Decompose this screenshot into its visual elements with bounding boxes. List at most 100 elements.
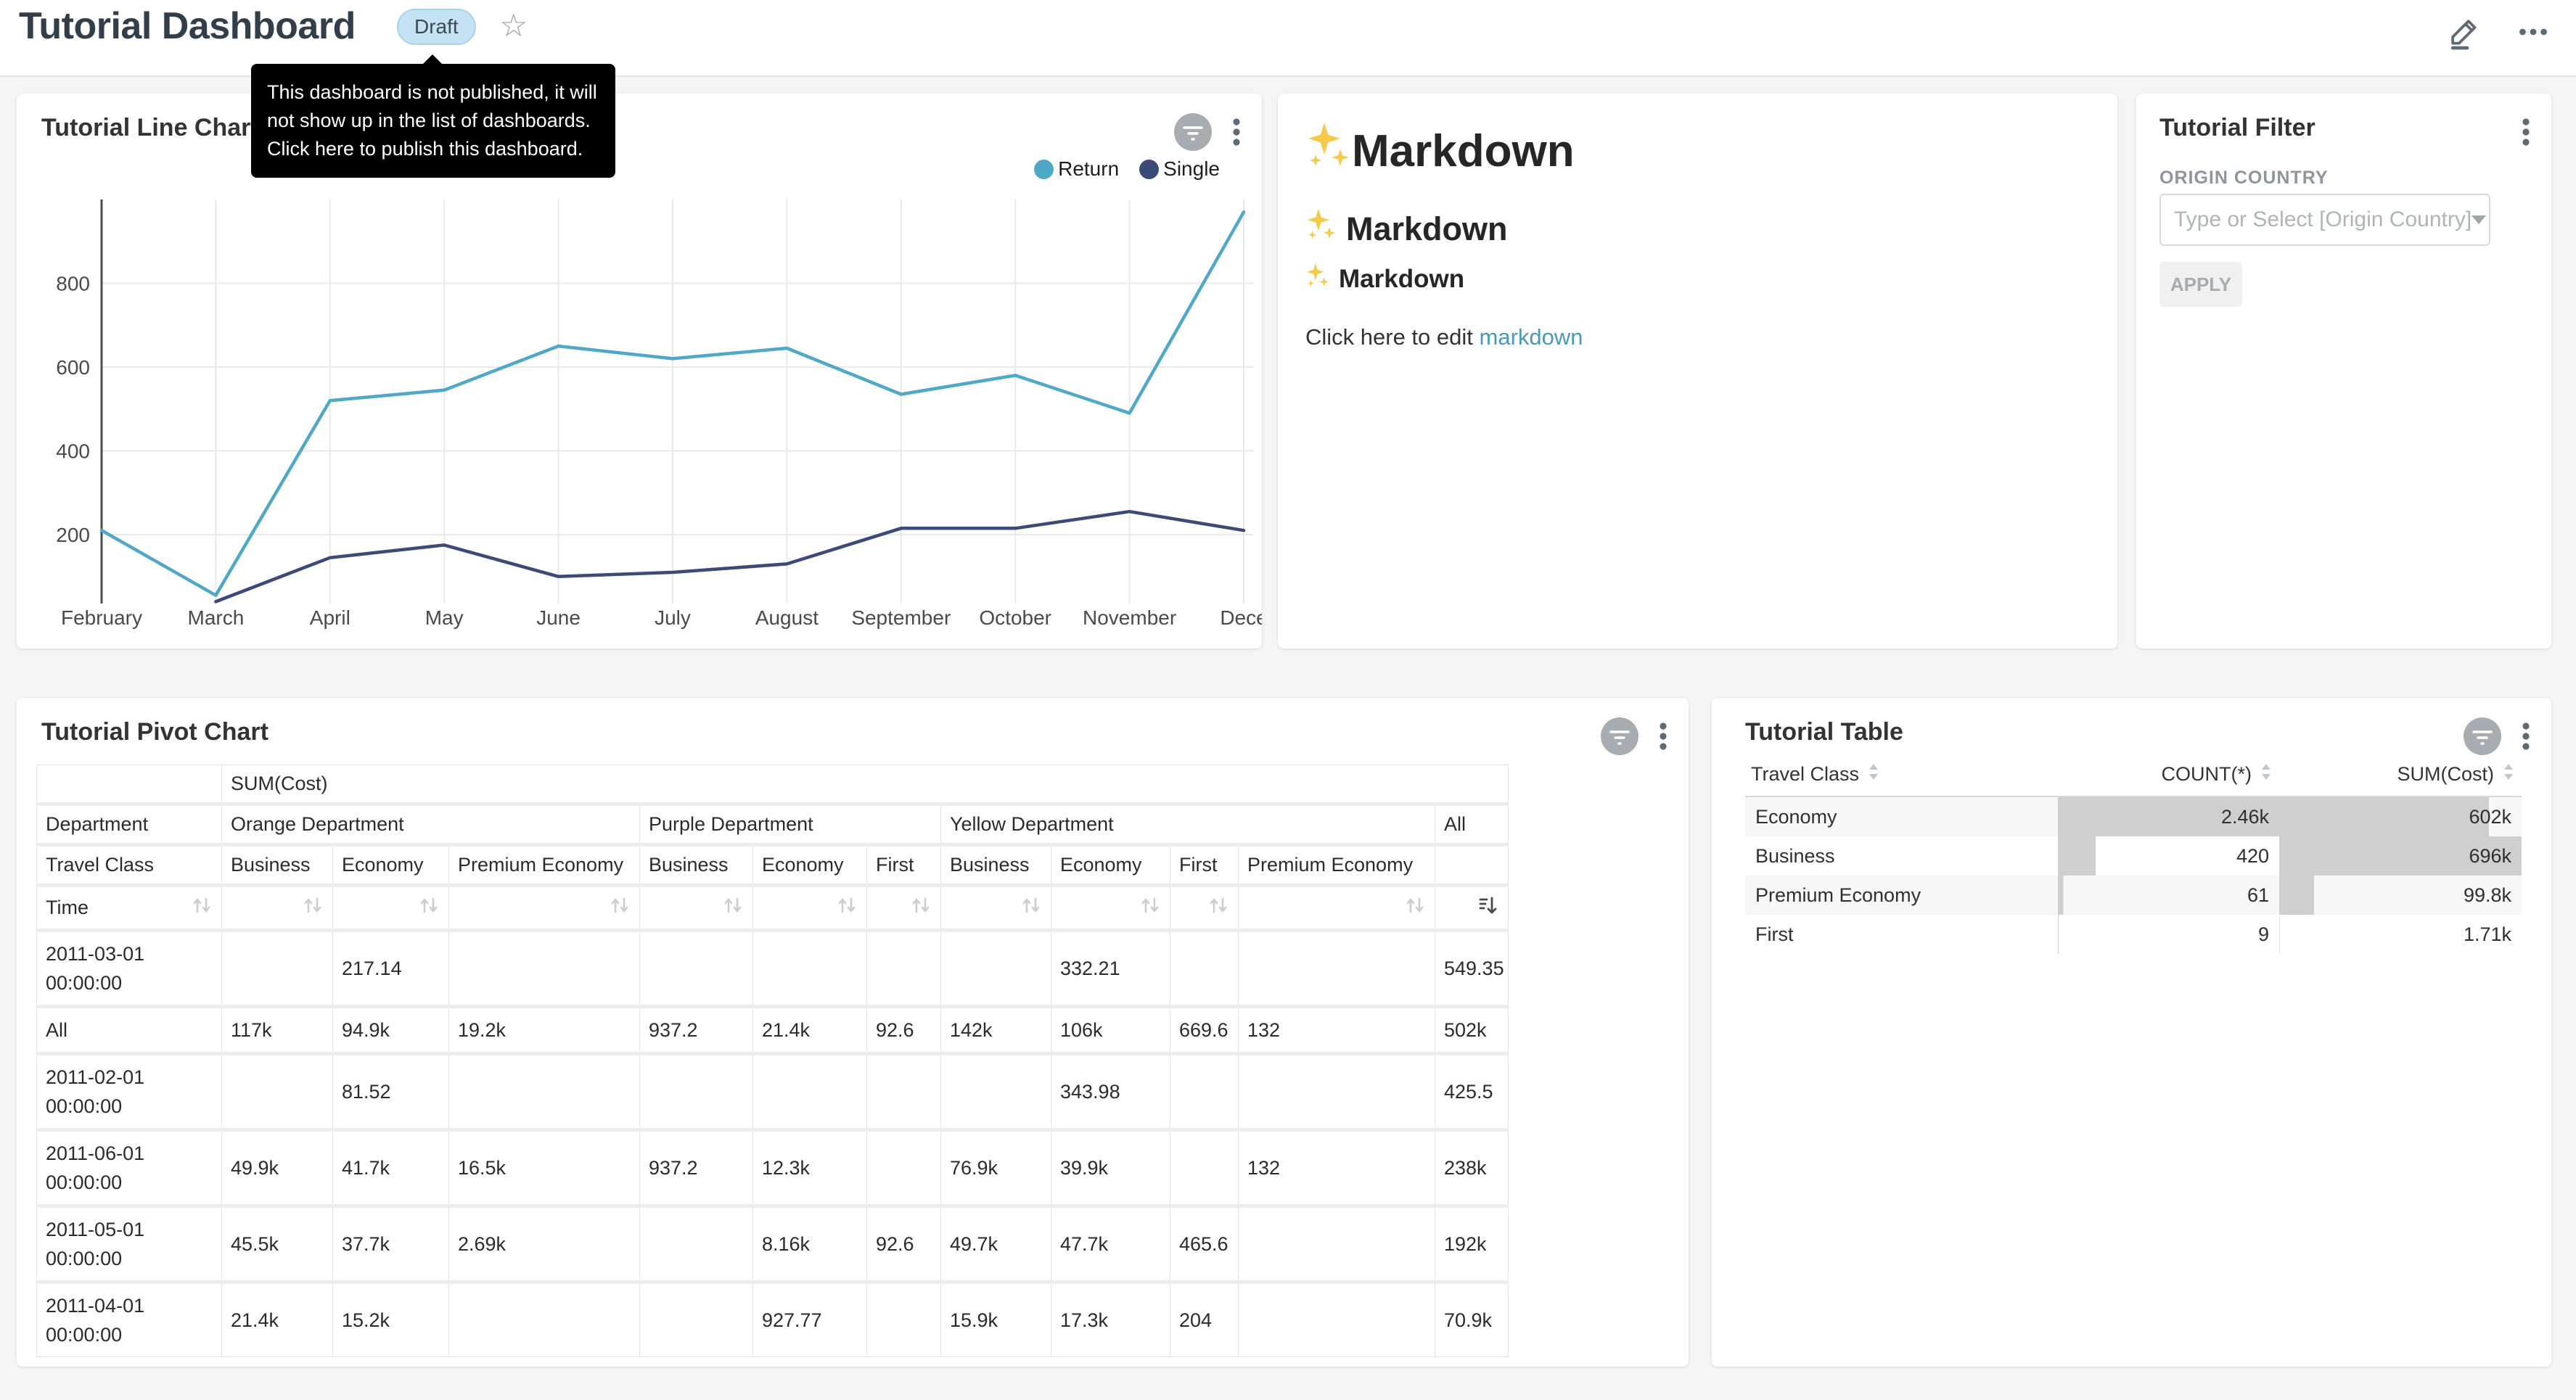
chart-kebab-menu-icon[interactable] — [2521, 717, 2531, 759]
origin-country-label: ORIGIN COUNTRY — [2159, 168, 2329, 189]
pivot-class-header: Economy — [333, 845, 449, 886]
pivot-sort-icon[interactable] — [1404, 894, 1426, 921]
pivot-row-label: 2011-06-01 00:00:00 — [37, 1130, 222, 1206]
pivot-cell: 81.52 — [333, 1054, 449, 1130]
pivot-cell: 92.6 — [867, 1007, 941, 1054]
pivot-row-label: 2011-04-01 00:00:00 — [37, 1282, 222, 1357]
pivot-class-header — [1435, 845, 1509, 886]
pivot-cell — [449, 1054, 640, 1130]
pivot-cell: 19.2k — [449, 1007, 640, 1054]
pivot-row: 2011-05-01 00:00:0045.5k37.7k2.69k8.16k9… — [37, 1206, 1509, 1282]
markdown-edit-link[interactable]: markdown — [1480, 324, 1583, 350]
pivot-sort-desc-icon[interactable] — [1477, 894, 1499, 921]
column-header-count[interactable]: COUNT(*) — [2058, 753, 2279, 796]
table-row: Premium Economy6199.8k — [1745, 876, 2522, 915]
pivot-cell — [640, 931, 753, 1007]
pivot-cell: 39.9k — [1051, 1130, 1170, 1206]
pivot-cell: 15.9k — [941, 1282, 1051, 1357]
sorter-icon — [2501, 762, 2516, 787]
pivot-cell — [222, 1054, 333, 1130]
pivot-cell: 41.7k — [333, 1130, 449, 1206]
pivot-sort-icon[interactable] — [722, 894, 744, 921]
pivot-cell: 669.6 — [1170, 1007, 1239, 1054]
sum-cost-cell: 99.8k — [2279, 876, 2522, 915]
more-options-icon[interactable] — [2515, 13, 2551, 54]
pivot-row: 2011-02-01 00:00:0081.52343.98425.5 — [37, 1054, 1509, 1130]
apply-button[interactable]: APPLY — [2159, 262, 2242, 307]
pivot-cell: 92.6 — [867, 1206, 941, 1282]
pivot-department-label: Department — [37, 804, 222, 845]
pivot-sort-icon[interactable] — [1207, 894, 1229, 921]
tooltip-line: This dashboard is not published, it will — [267, 78, 599, 107]
chart-kebab-menu-icon[interactable] — [1231, 112, 1242, 155]
pivot-row-label: 2011-05-01 00:00:00 — [37, 1206, 222, 1282]
pivot-sort-icon[interactable] — [1020, 894, 1042, 921]
pivot-class-header: Economy — [1051, 845, 1170, 886]
column-header-travel-class[interactable]: Travel Class — [1745, 753, 2058, 796]
svg-text:September: September — [851, 606, 951, 629]
edit-pencil-icon[interactable] — [2447, 13, 2483, 54]
travel-class-table: Travel Class COUNT(*) SUM(Cost) Economy2… — [1745, 753, 2522, 954]
chart-legend: Return Single — [1034, 157, 1220, 181]
travel-class-cell: First — [1745, 915, 2058, 954]
pivot-cell — [1239, 1282, 1435, 1357]
filter-card: Tutorial Filter ORIGIN COUNTRY Type or S… — [2136, 94, 2551, 648]
sorter-icon — [2259, 762, 2273, 787]
svg-text:April: April — [310, 606, 350, 629]
pivot-row: 2011-04-01 00:00:0021.4k15.2k927.7715.9k… — [37, 1282, 1509, 1357]
pivot-class-header: First — [1170, 845, 1239, 886]
svg-text:June: June — [536, 606, 581, 629]
pivot-class-header: First — [867, 845, 941, 886]
pivot-cell: 76.9k — [941, 1130, 1051, 1206]
legend-dot — [1139, 160, 1159, 179]
tooltip-line: not show up in the list of dashboards. — [267, 107, 599, 135]
count-cell: 61 — [2058, 876, 2279, 915]
pivot-cell: 70.9k — [1435, 1282, 1509, 1357]
pivot-cell: 465.6 — [1170, 1206, 1239, 1282]
pivot-sort-icon[interactable] — [302, 894, 324, 921]
pivot-travel-class-label: Travel Class — [37, 845, 222, 886]
pivot-cell: 927.77 — [753, 1282, 867, 1357]
pivot-sort-icon[interactable] — [1139, 894, 1161, 921]
pivot-cell — [941, 931, 1051, 1007]
legend-item-single[interactable]: Single — [1139, 157, 1220, 181]
pivot-cell: 117k — [222, 1007, 333, 1054]
filter-kebab-menu-icon[interactable] — [2521, 112, 2531, 155]
chart-filter-indicator-icon[interactable] — [1600, 717, 1639, 759]
origin-country-select[interactable]: Type or Select [Origin Country] — [2159, 194, 2490, 246]
pivot-sort-icon[interactable] — [609, 894, 631, 921]
pivot-cell — [867, 1054, 941, 1130]
pivot-cell — [449, 1282, 640, 1357]
pivot-class-header: Premium Economy — [1239, 845, 1435, 886]
pivot-sort-icon[interactable] — [910, 894, 932, 921]
pivot-row: 2011-03-01 00:00:00217.14332.21549.35 — [37, 931, 1509, 1007]
sum-cost-cell: 1.71k — [2279, 915, 2522, 954]
column-header-sum-cost[interactable]: SUM(Cost) — [2279, 753, 2522, 796]
pivot-cell — [1170, 931, 1239, 1007]
pivot-cell — [640, 1206, 753, 1282]
legend-item-return[interactable]: Return — [1034, 157, 1119, 181]
pivot-cell — [941, 1054, 1051, 1130]
pivot-cell: 332.21 — [1051, 931, 1170, 1007]
pivot-sort-icon[interactable] — [836, 894, 858, 921]
pivot-cell: 2.69k — [449, 1206, 640, 1282]
pivot-cell — [1170, 1130, 1239, 1206]
chart-filter-indicator-icon[interactable] — [1173, 112, 1213, 155]
svg-text:February: February — [61, 606, 142, 629]
markdown-h2: Markdown — [1305, 207, 1508, 251]
favorite-star-icon[interactable]: ☆ — [499, 9, 528, 44]
pivot-cell: 217.14 — [333, 931, 449, 1007]
pivot-cell: 549.35 — [1435, 931, 1509, 1007]
markdown-h1: Markdown — [1305, 120, 1575, 183]
pivot-sort-icon[interactable] — [191, 894, 213, 921]
svg-text:May: May — [425, 606, 464, 629]
pivot-cell — [1239, 1206, 1435, 1282]
pivot-time-header[interactable]: Time — [37, 886, 222, 931]
pivot-sort-icon[interactable] — [418, 894, 440, 921]
chart-kebab-menu-icon[interactable] — [1658, 717, 1668, 759]
table-row: Economy2.46k602k — [1745, 796, 2522, 836]
pivot-cell: 16.5k — [449, 1130, 640, 1206]
pivot-cell: 343.98 — [1051, 1054, 1170, 1130]
pivot-cell — [753, 1054, 867, 1130]
draft-badge[interactable]: Draft — [397, 9, 476, 45]
